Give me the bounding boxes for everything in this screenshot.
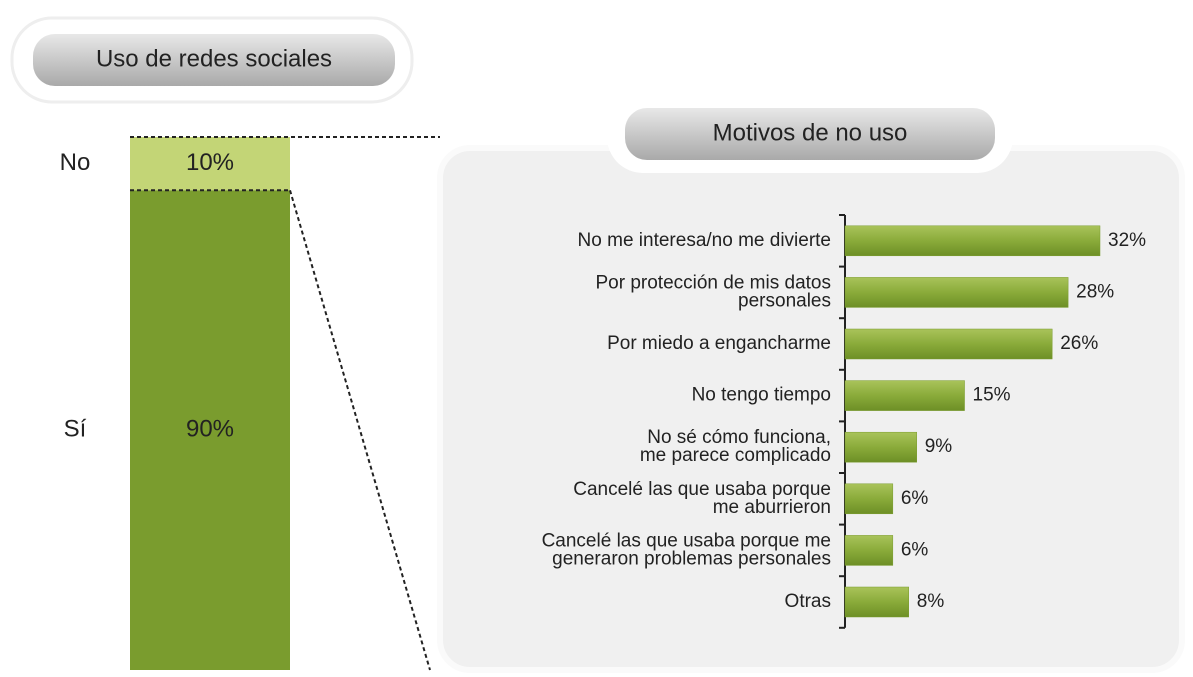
legend-label: Sí [64,415,87,442]
bar [844,380,965,411]
chart-title: Uso de redes sociales [96,45,332,72]
category-label: Otras [785,591,831,612]
chart-title: Motivos de no uso [713,119,908,146]
value-label: 9% [925,436,953,457]
bar [844,277,1069,308]
value-label: 10% [186,149,234,176]
category-label: Por miedo a engancharme [607,333,831,354]
bar-segment [130,190,290,671]
value-label: 8% [917,591,945,612]
bar [844,328,1053,360]
bar [844,586,909,618]
category-label: No me interesa/no me divierte [578,230,831,251]
bar [844,225,1101,257]
category-label: Por protección de mis datos personales [595,272,831,311]
title-pill [33,34,395,86]
value-label: 6% [901,488,929,509]
category-label: No sé cómo funciona, me parece complicado [640,427,831,466]
value-label: 6% [901,539,929,560]
value-label: 90% [186,415,234,442]
bar [844,483,894,515]
category-label: No tengo tiempo [692,385,831,406]
title-pill [625,108,995,160]
category-label: Cancelé las que usaba porque me aburriero… [573,479,831,518]
value-label: 26% [1060,333,1098,354]
value-label: 28% [1076,281,1114,302]
bar [844,535,894,566]
value-label: 15% [973,385,1011,406]
value-label: 32% [1108,230,1146,251]
bar-segment [130,137,290,191]
category-label: Cancelé las que usaba porque me generaron… [542,530,831,569]
legend-label: No [60,149,91,176]
chart-layer: 10% No 90% Sí No me interesa/no me divierte 3… [60,136,1146,671]
connector [289,190,431,671]
bar [844,431,917,463]
